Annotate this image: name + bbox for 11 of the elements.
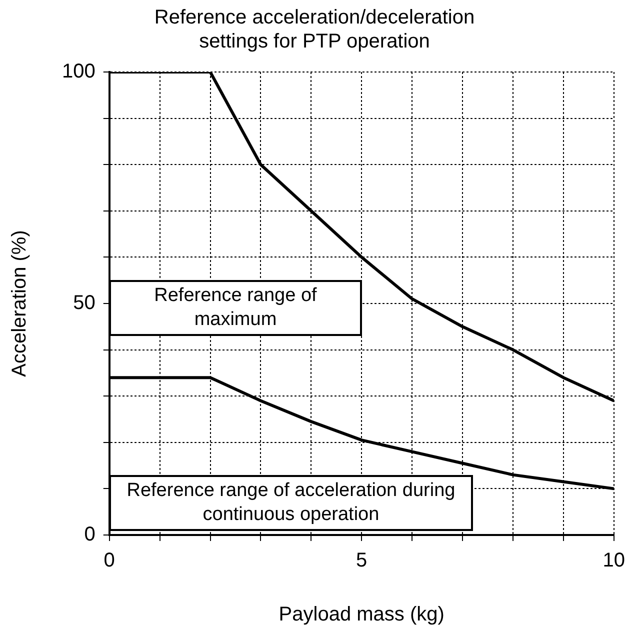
label-box: Reference range of maximum [109, 280, 362, 336]
x-tick-label: 5 [356, 550, 368, 572]
chart-title: Reference acceleration/deceleration settings for PTP operation [154, 6, 475, 53]
y-tick-label: 50 [73, 292, 96, 314]
x-tick-label: 0 [104, 550, 115, 572]
label-box: Reference range of acceleration during continuous operation [109, 474, 473, 531]
x-axis-title: Payload mass (kg) [278, 604, 444, 626]
y-tick-label: 100 [62, 60, 96, 83]
x-tick-label: 10 [602, 550, 625, 572]
y-axis-title: Acceleration (%) [8, 230, 31, 377]
y-tick-label: 0 [84, 524, 96, 546]
